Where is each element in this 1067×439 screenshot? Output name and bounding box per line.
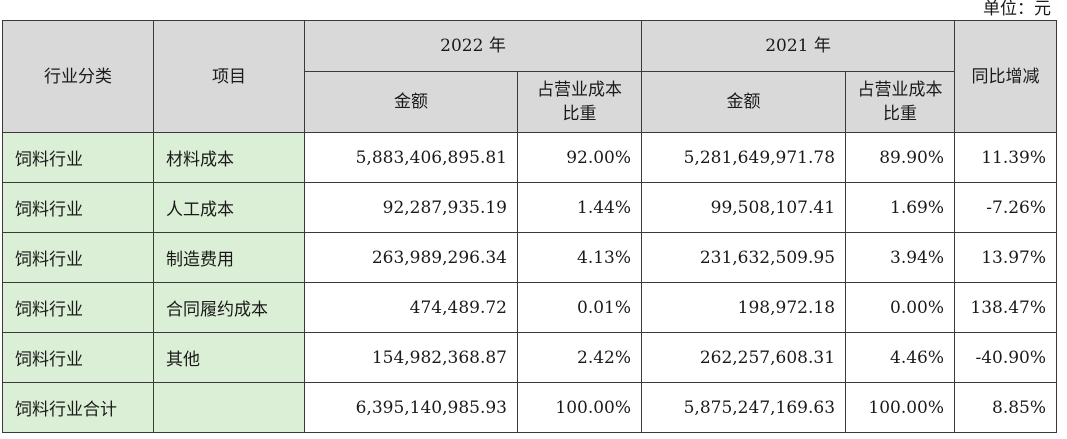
ratio-2021-cell: 3.94% xyxy=(845,232,956,283)
industry-cell: 饲料行业 xyxy=(2,232,154,283)
industry-cell: 饲料行业 xyxy=(2,332,154,383)
industry-cell: 饲料行业 xyxy=(2,182,154,233)
ratio-2021-cell: 100.00% xyxy=(845,382,956,433)
header-industry: 行业分类 xyxy=(2,20,154,133)
header-row-years: 行业分类 项目 2022 年 2021 年 同比增减 xyxy=(2,20,1058,133)
ratio-2022-cell: 1.44% xyxy=(516,182,643,233)
header-row-sub: 金额 占营业成本比重 金额 占营业成本比重 xyxy=(3,71,1057,133)
amount-2022-cell: 92,287,935.19 xyxy=(304,182,518,233)
ratio-2022-cell: 2.42% xyxy=(516,332,643,383)
amount-2021-cell: 5,875,247,169.63 xyxy=(641,382,847,433)
item-cell: 人工成本 xyxy=(153,182,305,233)
amount-2022-cell: 5,883,406,895.81 xyxy=(304,132,518,183)
yoy-cell: -7.26% xyxy=(954,182,1058,233)
ratio-2022-cell: 92.00% xyxy=(516,132,643,183)
amount-2022-cell: 154,982,368.87 xyxy=(304,332,518,383)
amount-2022-cell: 263,989,296.34 xyxy=(304,232,518,283)
ratio-2021-cell: 0.00% xyxy=(845,282,956,333)
header-item: 项目 xyxy=(153,20,305,133)
ratio-2021-cell: 1.69% xyxy=(845,182,956,233)
item-cell: 合同履约成本 xyxy=(153,282,305,333)
amount-2021-cell: 262,257,608.31 xyxy=(641,332,847,383)
header-ratio-2022: 占营业成本比重 xyxy=(516,71,643,133)
ratio-2022-cell: 100.00% xyxy=(516,382,643,433)
amount-2021-cell: 99,508,107.41 xyxy=(641,182,847,233)
ratio-2021-cell: 4.46% xyxy=(845,332,956,383)
yoy-cell: 11.39% xyxy=(954,132,1058,183)
ratio-2022-cell: 0.01% xyxy=(516,282,643,333)
table-row: 饲料行业 其他 154,982,368.87 2.42% 262,257,608… xyxy=(2,332,1058,383)
item-cell: 其他 xyxy=(153,332,305,383)
table-row: 饲料行业 材料成本 5,883,406,895.81 92.00% 5,281,… xyxy=(2,132,1058,183)
header-ratio-2021: 占营业成本比重 xyxy=(845,71,956,133)
amount-2021-cell: 5,281,649,971.78 xyxy=(641,132,847,183)
yoy-cell: 13.97% xyxy=(954,232,1058,283)
header-amount-2022: 金额 xyxy=(304,71,518,133)
header-year-2021: 2021 年 xyxy=(641,20,956,72)
amount-2022-cell: 474,489.72 xyxy=(304,282,518,333)
unit-note: 单位：元 xyxy=(983,0,1051,19)
item-cell: 材料成本 xyxy=(153,132,305,183)
header-year-2022: 2022 年 xyxy=(303,20,643,72)
table-row: 饲料行业 制造费用 263,989,296.34 4.13% 231,632,5… xyxy=(2,232,1058,283)
amount-2021-cell: 231,632,509.95 xyxy=(641,232,847,283)
table-row-total: 饲料行业合计 6,395,140,985.93 100.00% 5,875,24… xyxy=(2,382,1058,433)
industry-cell: 饲料行业合计 xyxy=(2,382,154,433)
table-row: 饲料行业 人工成本 92,287,935.19 1.44% 99,508,107… xyxy=(2,182,1058,233)
yoy-cell: 8.85% xyxy=(954,382,1058,433)
industry-cell: 饲料行业 xyxy=(2,132,154,183)
ratio-2022-cell: 4.13% xyxy=(516,232,643,283)
header-amount-2021: 金额 xyxy=(641,71,847,133)
operating-cost-table: 行业分类 项目 2022 年 2021 年 同比增减 金额 占营业成本比重 金额… xyxy=(2,20,1058,433)
header-yoy: 同比增减 xyxy=(954,20,1058,133)
industry-cell: 饲料行业 xyxy=(2,282,154,333)
amount-2021-cell: 198,972.18 xyxy=(641,282,847,333)
amount-2022-cell: 6,395,140,985.93 xyxy=(304,382,518,433)
ratio-2021-cell: 89.90% xyxy=(845,132,956,183)
table-row: 饲料行业 合同履约成本 474,489.72 0.01% 198,972.18 … xyxy=(2,282,1058,333)
item-cell xyxy=(153,382,305,433)
yoy-cell: -40.90% xyxy=(954,332,1058,383)
yoy-cell: 138.47% xyxy=(954,282,1058,333)
item-cell: 制造费用 xyxy=(153,232,305,283)
